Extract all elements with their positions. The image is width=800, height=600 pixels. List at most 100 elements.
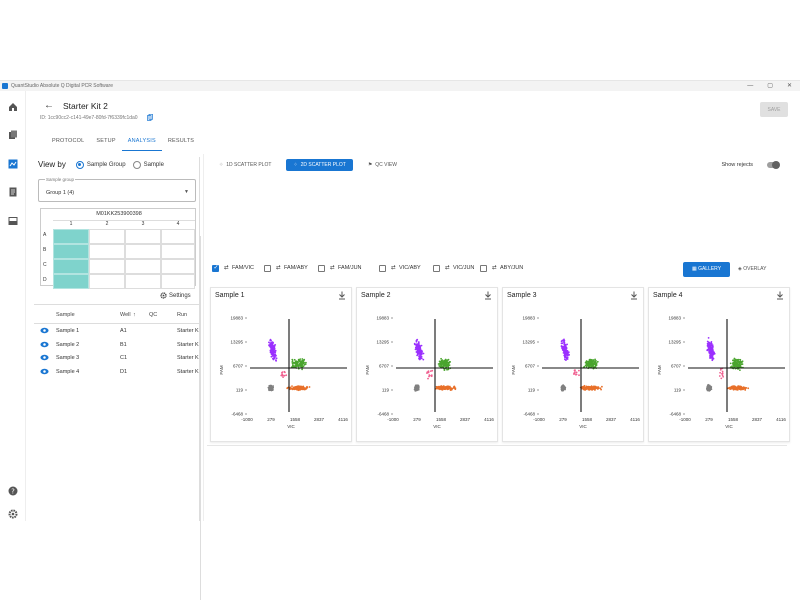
fam-positive-point [711, 354, 714, 357]
col-sample[interactable]: Sample [56, 312, 75, 318]
home-icon[interactable] [8, 102, 18, 112]
double-positive-point [586, 363, 588, 366]
sample-table: Sample Well ↑ QC Run Sample 1 A1 Starter… [34, 304, 200, 378]
filter-checkbox[interactable] [379, 265, 386, 272]
filter-label: FAM/VIC [232, 265, 255, 271]
download-icon[interactable] [630, 291, 638, 300]
sort-arrow-icon[interactable]: ↑ [133, 312, 136, 318]
double-positive-point [440, 357, 442, 360]
tab-setup[interactable]: SETUP [96, 138, 116, 144]
plate-well[interactable] [161, 229, 195, 244]
scatter-plot[interactable]: 19883 13295 6707 119 -6468-1000 279 1558 2837 41… [649, 302, 791, 442]
filter-checkbox[interactable] [433, 265, 440, 272]
document-icon[interactable] [8, 130, 18, 140]
tab-protocol[interactable]: PROTOCOL [52, 138, 85, 144]
maximize-button[interactable]: ▢ [767, 83, 773, 89]
sample-group-select[interactable]: Sample group Group 1 (4) ▼ [38, 177, 196, 202]
plate-well[interactable] [53, 229, 89, 244]
fam-positive-point [563, 338, 565, 341]
filter-checkbox[interactable] [264, 265, 271, 272]
negative-point [267, 386, 270, 389]
sample-panel: View by Sample Group Sample Sample group… [34, 157, 200, 521]
double-positive-point [729, 362, 732, 365]
visibility-eye-icon[interactable] [40, 327, 49, 334]
table-row[interactable]: Sample 3 C1 Starter K [34, 351, 200, 365]
y-tick-label: 19883 [376, 316, 389, 321]
plate-well[interactable] [125, 229, 161, 244]
settings-icon[interactable] [8, 509, 18, 519]
plate-id: M01KK253900398 [96, 211, 142, 217]
visibility-eye-icon[interactable] [40, 354, 49, 361]
plate-well[interactable] [161, 244, 195, 259]
radio-sample-group[interactable]: Sample Group [75, 160, 126, 169]
gallery-button[interactable]: ▦ GALLERY [683, 262, 730, 277]
plate-well[interactable] [89, 244, 125, 259]
plate-well[interactable] [161, 274, 195, 289]
analysis-icon[interactable] [8, 159, 18, 169]
report-icon[interactable] [8, 187, 18, 197]
download-icon[interactable] [338, 291, 346, 300]
x-tick-label: -1000 [387, 417, 399, 422]
table-row[interactable]: Sample 1 A1 Starter K [34, 324, 200, 338]
fam-positive-point [275, 359, 277, 362]
visibility-eye-icon[interactable] [40, 341, 49, 348]
download-icon[interactable] [484, 291, 492, 300]
y-tick-label: -6468 [231, 412, 243, 417]
vic-positive-point [738, 385, 740, 387]
double-positive-point [297, 359, 300, 362]
download-icon[interactable] [776, 291, 784, 300]
filter-checkbox[interactable] [318, 265, 325, 272]
plate-well[interactable] [125, 274, 161, 289]
intermediate-point [428, 375, 430, 378]
instrument-icon[interactable] [8, 216, 18, 226]
plate-well[interactable] [125, 259, 161, 274]
table-row[interactable]: Sample 4 D1 Starter K [34, 365, 200, 379]
settings-button[interactable]: Settings [160, 292, 191, 299]
plate-row-header: D [43, 277, 47, 283]
plate-well[interactable] [89, 274, 125, 289]
table-row[interactable]: Sample 2 B1 Starter K [34, 338, 200, 352]
intermediate-point [578, 369, 580, 372]
double-positive-point [447, 362, 450, 365]
plate-well[interactable] [53, 274, 89, 289]
y-tick-label: -6468 [523, 412, 535, 417]
x-tick-label: -1000 [533, 417, 545, 422]
minimize-button[interactable]: — [747, 83, 754, 89]
copy-icon[interactable] [147, 114, 153, 121]
tab-analysis[interactable]: ANALYSIS [121, 133, 162, 151]
show-rejects-toggle[interactable] [767, 161, 780, 169]
y-axis-label: FAM [511, 365, 516, 375]
tab-results[interactable]: RESULTS [167, 138, 195, 144]
overlay-button[interactable]: ◈ OVERLAY [738, 266, 767, 272]
scatter-plot[interactable]: 19883 13295 6707 119 -6468-1000 279 1558 2837 41… [211, 302, 353, 442]
fam-positive-point [270, 347, 272, 350]
scatter-1d-button[interactable]: ⁘ 1D SCATTER PLOT [219, 162, 272, 168]
double-positive-point [291, 365, 294, 368]
plate-well[interactable] [125, 244, 161, 259]
filter-checkbox[interactable] [212, 264, 219, 272]
vic-positive-point [303, 387, 306, 390]
plate-well[interactable] [53, 244, 89, 259]
qc-view-button[interactable]: ⚑ QC VIEW [367, 162, 397, 168]
col-run[interactable]: Run [177, 312, 188, 318]
plate-well[interactable] [89, 229, 125, 244]
close-button[interactable]: ✕ [786, 83, 792, 89]
col-well[interactable]: Well [120, 312, 131, 318]
fam-positive-point [709, 354, 712, 357]
save-button[interactable]: SAVE [760, 102, 788, 117]
plate-well[interactable] [53, 259, 89, 274]
plate-well[interactable] [161, 259, 195, 274]
filter-checkbox[interactable] [480, 265, 487, 272]
visibility-eye-icon[interactable] [40, 368, 49, 375]
plate-well[interactable] [89, 259, 125, 274]
help-icon[interactable]: ? [8, 486, 18, 496]
scatter-plot[interactable]: 19883 13295 6707 119 -6468-1000 279 1558 2837 41… [357, 302, 499, 442]
plate-col-header: 1 [53, 220, 89, 228]
col-qc[interactable]: QC [149, 312, 158, 318]
radio-sample[interactable]: Sample [132, 160, 164, 169]
scatter-2d-button[interactable]: ⁘ 2D SCATTER PLOT [286, 159, 353, 171]
back-arrow-icon[interactable]: ← [44, 100, 54, 111]
scatter-plot[interactable]: 19883 13295 6707 119 -6468-1000 279 1558 2837 41… [503, 302, 645, 442]
fam-positive-point [420, 344, 423, 347]
intermediate-point [282, 374, 284, 377]
